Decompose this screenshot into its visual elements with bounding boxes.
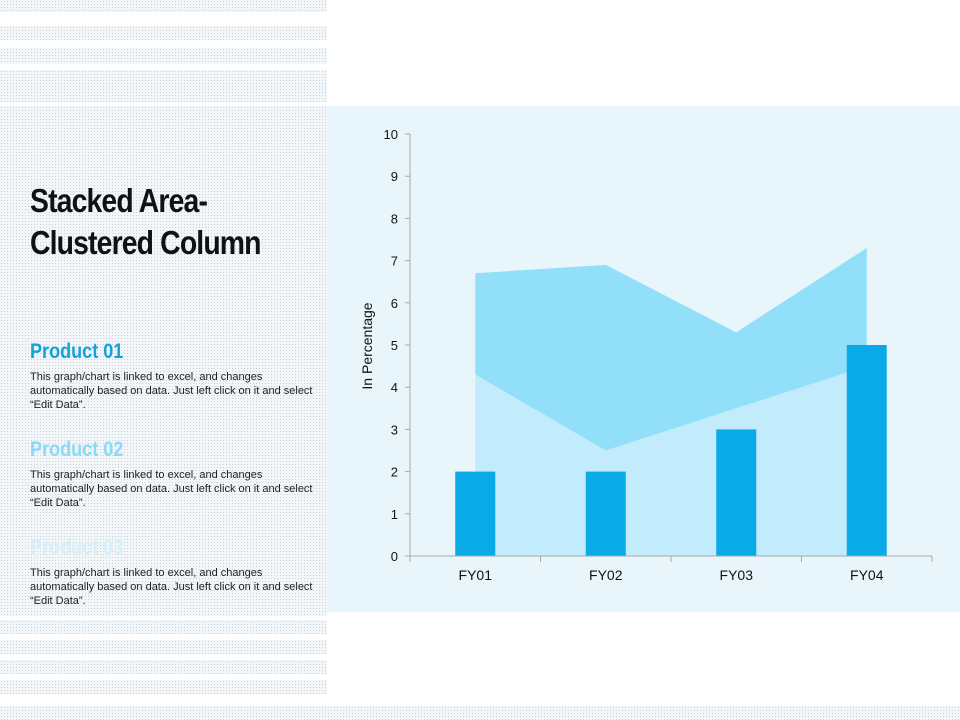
x-tick-label: FY02 [589,567,623,583]
y-tick-label: 10 [384,127,398,142]
x-tick-label: FY01 [459,567,493,583]
slide-title-line1: Stacked Area- [30,182,208,219]
product-block-2: Product 02 This graph/chart is linked to… [30,438,315,510]
x-tick-label: FY03 [720,567,754,583]
y-tick-label: 8 [391,211,398,226]
left-panel [0,106,327,616]
bottom-texture-strip [0,706,960,720]
texture-stripe [0,48,327,64]
y-tick-label: 6 [391,296,398,311]
product-name: Product 03 [30,536,124,559]
slide-title-line2: Clustered Column [30,224,262,261]
y-tick-label: 1 [391,507,398,522]
product-name: Product 01 [30,340,124,363]
product-description: This graph/chart is linked to excel, and… [30,567,313,607]
slide-title: Stacked Area- Clustered Column [30,180,279,264]
texture-stripe [0,70,327,102]
column-bar-fy02 [585,471,626,556]
product-block-1: Product 01 This graph/chart is linked to… [30,340,315,412]
y-tick-label: 7 [391,254,398,269]
texture-stripe [0,620,327,634]
area-series-1 [475,366,867,556]
texture-stripe [0,640,327,654]
product-description: This graph/chart is linked to excel, and… [30,371,313,411]
y-tick-label: 3 [391,422,398,437]
y-tick-label: 5 [391,338,398,353]
y-tick-label: 9 [391,169,398,184]
column-bar-fy03 [716,429,757,556]
y-tick-label: 4 [391,380,398,395]
product-block-3: Product 03 This graph/chart is linked to… [30,536,315,608]
texture-stripe [0,680,327,694]
column-bar-fy04 [846,345,887,556]
column-bar-fy01 [455,471,496,556]
product-name: Product 02 [30,438,124,461]
y-tick-label: 2 [391,465,398,480]
area-series-2 [475,247,867,451]
y-tick-label: 0 [391,549,398,564]
x-tick-label: FY04 [850,567,884,583]
texture-stripe [0,0,327,12]
texture-stripe [0,26,327,40]
y-axis-label: In Percentage [359,302,375,389]
texture-stripe [0,660,327,674]
product-description: This graph/chart is linked to excel, and… [30,469,313,509]
